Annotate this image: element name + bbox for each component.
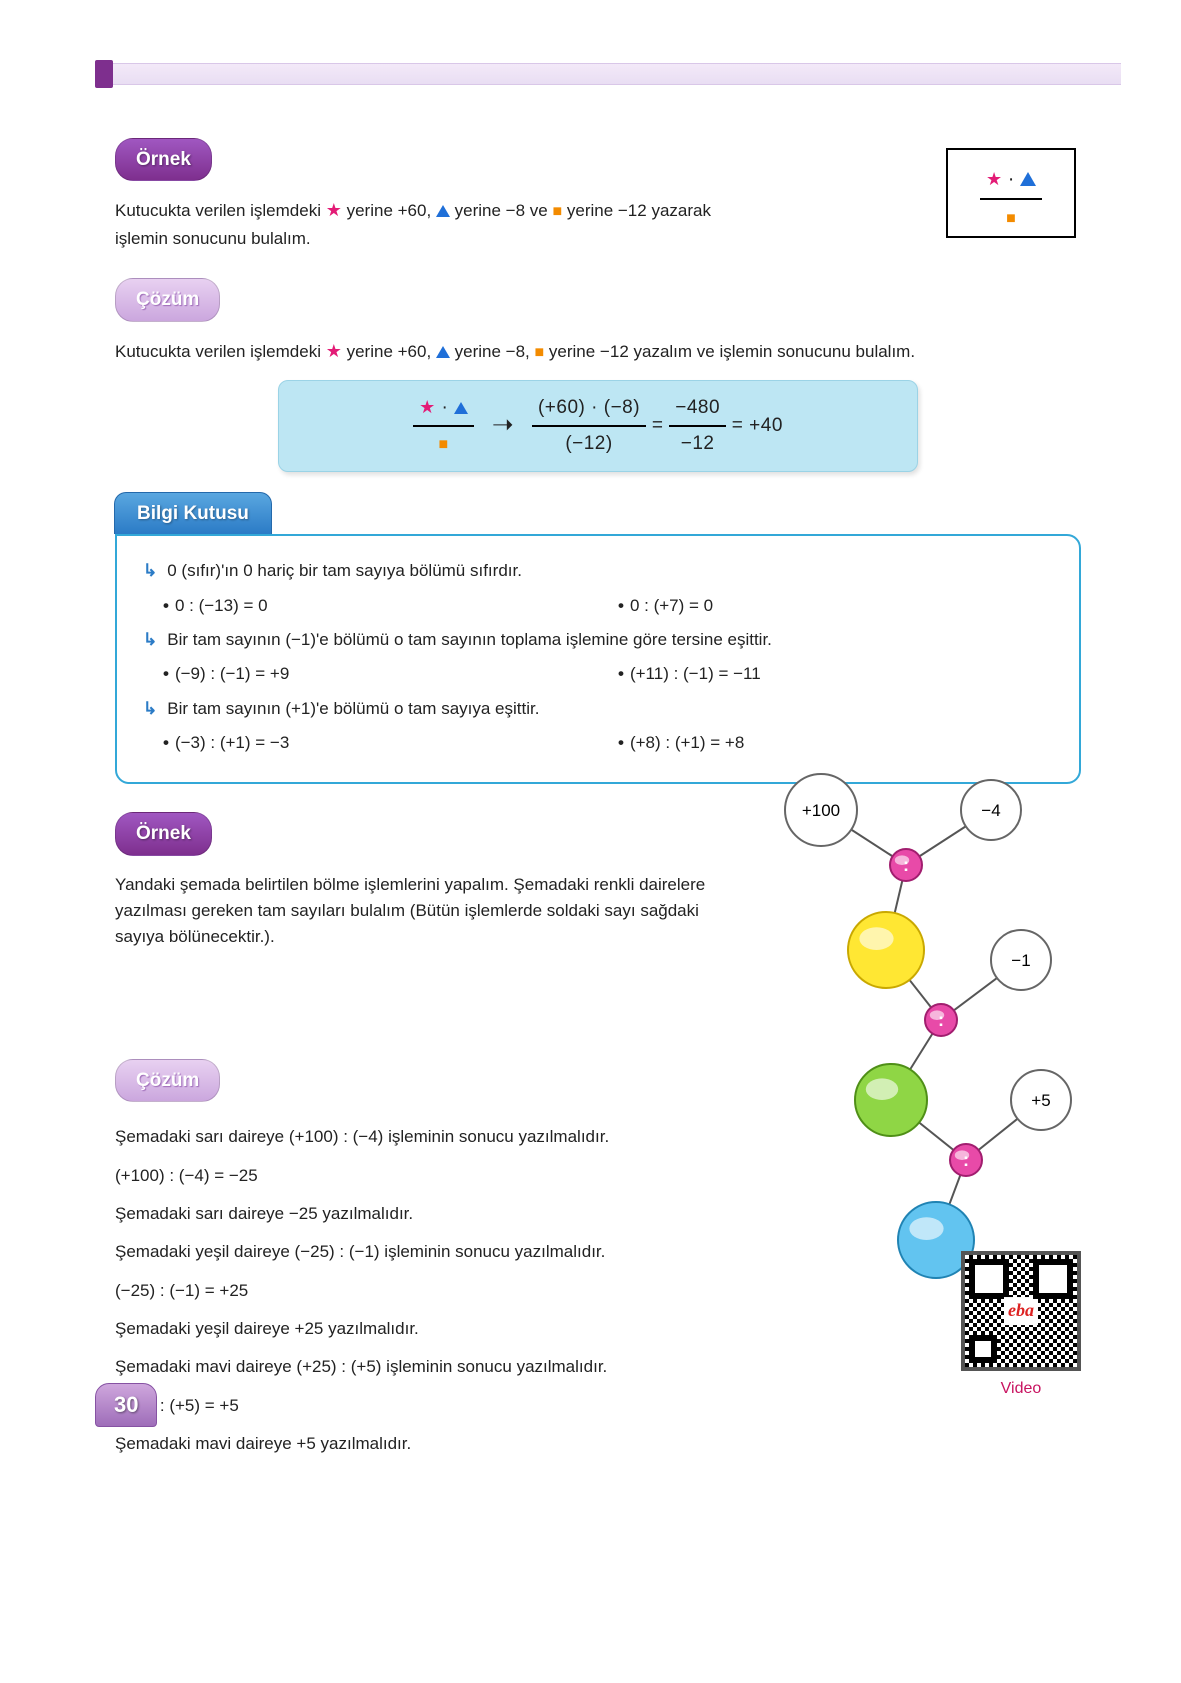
dot-icon: •	[163, 596, 169, 615]
svg-text::: :	[938, 1010, 944, 1030]
square-icon: ■	[552, 203, 562, 220]
triangle-icon	[436, 199, 450, 225]
qr-section: eba Video	[961, 1251, 1081, 1402]
solution-line: Şemadaki yeşil daireye +25 yazılmalıdır.	[115, 1316, 755, 1342]
dot-icon: •	[618, 596, 624, 615]
svg-text::: :	[903, 855, 909, 875]
text: Kutucukta verilen işlemdeki	[115, 342, 326, 361]
equation: (−3) : (+1) = −3	[175, 733, 289, 752]
ornek2-text: Yandaki şemada belirtilen bölme işlemler…	[115, 872, 715, 951]
solution-line: Şemadaki mavi daireye (+25) : (+5) işlem…	[115, 1354, 755, 1380]
badge-ornek-2: Örnek	[115, 812, 212, 855]
bilgi-box: ↳ 0 (sıfır)'ın 0 hariç bir tam sayıya böl…	[115, 534, 1081, 784]
equation: (−9) : (−1) = +9	[175, 664, 289, 683]
text: yerine +60,	[347, 342, 436, 361]
bullet-icon: ↳	[143, 630, 157, 649]
fraction-denominator: −12	[669, 427, 726, 458]
cozum2-lines: Şemadaki sarı daireye (+100) : (−4) işle…	[115, 1124, 755, 1457]
svg-text:−4: −4	[981, 801, 1000, 820]
dot-icon: •	[618, 664, 624, 683]
dot: ·	[1008, 168, 1020, 190]
text: yerine −12 yazalım ve işlemin sonucunu b…	[549, 342, 915, 361]
solution-line: Şemadaki yeşil daireye (−25) : (−1) işle…	[115, 1239, 755, 1265]
qr-brand: eba	[1004, 1298, 1038, 1326]
bullet-icon: ↳	[143, 561, 157, 580]
arrow-icon: ➝	[492, 409, 514, 439]
bilgi-line: Bir tam sayının (−1)'e bölümü o tam sayı…	[167, 630, 772, 649]
star-icon: ★	[326, 200, 342, 220]
solution-line: Şemadaki sarı daireye −25 yazılmalıdır.	[115, 1201, 755, 1227]
dot-icon: •	[163, 733, 169, 752]
dot-icon: •	[163, 664, 169, 683]
svg-text::: :	[963, 1150, 969, 1170]
star-icon: ★	[986, 169, 1002, 189]
bilgi-line: Bir tam sayının (+1)'e bölümü o tam sayı…	[167, 699, 539, 718]
square-icon: ■	[1006, 210, 1016, 227]
triangle-icon	[1020, 165, 1036, 196]
badge-cozum-2: Çözüm	[115, 1059, 220, 1102]
fraction-numerator: −480	[669, 393, 726, 426]
division-schema-diagram: +100 −4: −1: +5:	[741, 770, 1101, 1270]
cozum1-derivation-box: ★ · ■ ➝ (+60) · (−8) (−12) = −480 −12 = …	[278, 380, 918, 472]
square-icon: ■	[439, 436, 449, 453]
triangle-icon	[454, 394, 468, 423]
solution-line: Şemadaki sarı daireye (+100) : (−4) işle…	[115, 1124, 755, 1150]
dot-icon: •	[618, 733, 624, 752]
bullet-icon: ↳	[143, 699, 157, 718]
equation: 0 : (−13) = 0	[175, 596, 268, 615]
svg-text:−1: −1	[1011, 951, 1030, 970]
page-content: Örnek ★ · ■ Kutucukta verilen işlemdeki …	[0, 0, 1181, 1457]
fraction-numerator: (+60) · (−8)	[532, 393, 646, 426]
solution-line: Şemadaki mavi daireye +5 yazılmalıdır.	[115, 1431, 755, 1457]
solution-line: (+25) : (+5) = +5	[115, 1393, 755, 1419]
text: yerine −8 ve	[455, 201, 553, 220]
star-icon: ★	[326, 341, 342, 361]
equation: 0 : (+7) = 0	[630, 596, 713, 615]
text: yerine −8,	[455, 342, 535, 361]
equals: =	[732, 415, 749, 436]
bilgi-line: 0 (sıfır)'ın 0 hariç bir tam sayıya bölü…	[167, 561, 522, 580]
square-icon: ■	[535, 344, 545, 361]
cozum1-text: Kutucukta verilen işlemdeki ★ yerine +60…	[115, 338, 1081, 366]
result-value: +40	[749, 415, 783, 436]
solution-line: (−25) : (−1) = +25	[115, 1278, 755, 1304]
svg-text:+100: +100	[802, 801, 840, 820]
schema-svg: +100 −4: −1: +5:	[741, 770, 1101, 1290]
qr-code[interactable]: eba	[961, 1251, 1081, 1371]
badge-cozum-1: Çözüm	[115, 278, 220, 321]
formula-symbol-box: ★ · ■	[946, 148, 1076, 238]
badge-bilgi: Bilgi Kutusu	[114, 492, 272, 534]
star-icon: ★	[419, 397, 436, 417]
badge-ornek-1: Örnek	[115, 138, 212, 181]
equation: (+8) : (+1) = +8	[630, 733, 744, 752]
fraction-denominator: (−12)	[532, 427, 646, 458]
text: yerine +60,	[347, 201, 436, 220]
text: Kutucukta verilen işlemdeki	[115, 201, 326, 220]
ornek1-text: Kutucukta verilen işlemdeki ★ yerine +60…	[115, 197, 755, 252]
solution-line: (+100) : (−4) = −25	[115, 1163, 755, 1189]
triangle-icon	[436, 340, 450, 366]
bilgi-section: Bilgi Kutusu ↳ 0 (sıfır)'ın 0 hariç bir t…	[115, 492, 1081, 785]
page-number: 30	[95, 1383, 157, 1427]
qr-label: Video	[961, 1377, 1081, 1402]
equation: (+11) : (−1) = −11	[630, 664, 761, 683]
equals: =	[652, 415, 669, 436]
svg-text:+5: +5	[1031, 1091, 1050, 1110]
